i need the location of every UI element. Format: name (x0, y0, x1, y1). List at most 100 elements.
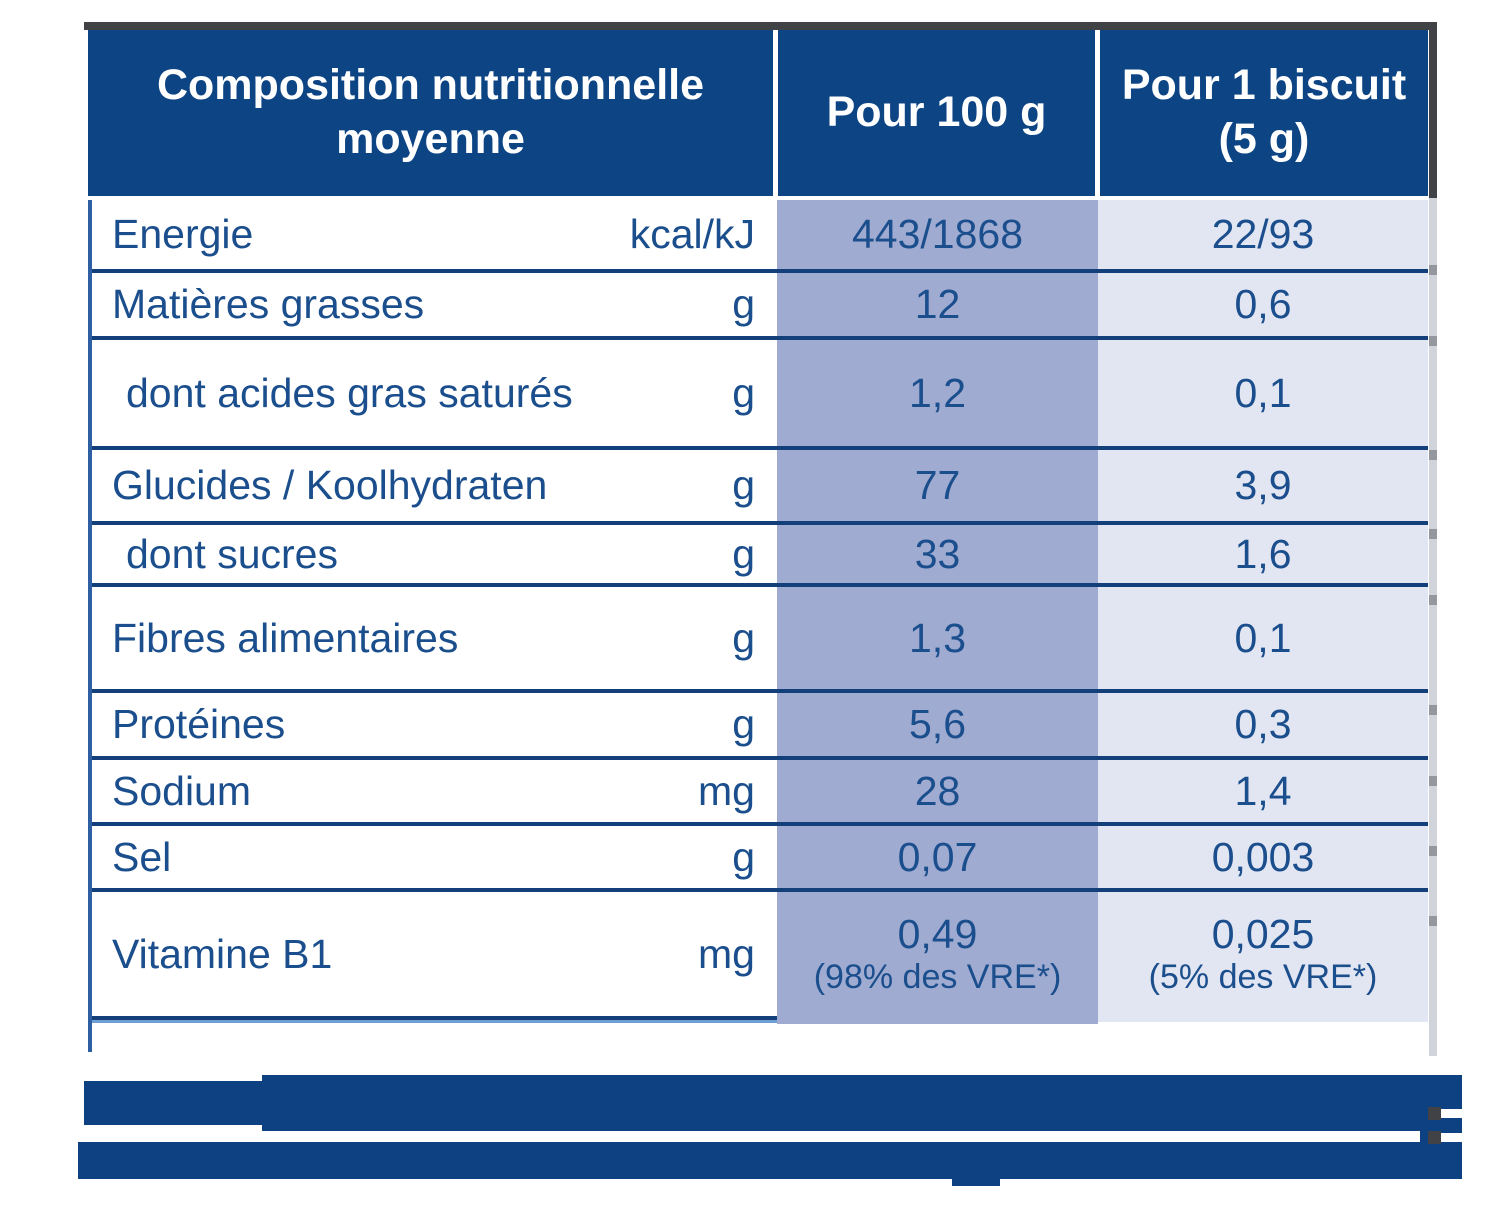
nutrient-unit: g (732, 614, 755, 661)
row-label-cell: Vitamine B1 mg (88, 892, 777, 1016)
table-row-matieres-grasses: Matières grasses g 12 0,6 (88, 269, 1428, 336)
vitamin-b1-per-100g-note: (98% des VRE*) (813, 958, 1062, 997)
value-with-note: 0,49 (98% des VRE*) (814, 911, 1062, 997)
nutrient-unit: g (732, 701, 755, 747)
value-per-biscuit: 0,003 (1098, 826, 1428, 888)
value-per-100g: 443/1868 (777, 200, 1098, 269)
nutrient-unit: g (732, 281, 755, 327)
nutrient-label: Matières grasses (112, 281, 425, 327)
redaction-artifact-dark (1428, 1107, 1441, 1120)
row-label-cell: Matières grasses g (88, 273, 777, 336)
top-shadow-bar (84, 22, 1437, 30)
right-shadow-tick (1429, 916, 1437, 926)
value-per-100g: 12 (777, 273, 1098, 336)
right-shadow-tick (1429, 265, 1437, 275)
nutrition-table: Composition nutritionnelle moyenne Pour … (88, 30, 1428, 1052)
row-label-cell: Glucides / Koolhydraten g (88, 450, 777, 521)
right-shadow-tick (1429, 336, 1437, 346)
value-per-biscuit: 1,6 (1098, 525, 1428, 583)
right-shadow-tick (1429, 595, 1437, 605)
redacted-footnote-line1-start (84, 1081, 262, 1125)
table-row-sel: Sel g 0,07 0,003 (88, 822, 1428, 888)
header-per-biscuit-line2: (5 g) (1218, 115, 1310, 163)
header-per-100g-label: Pour 100 g (826, 88, 1047, 137)
row-label-cell: dont acides gras saturés g (88, 340, 777, 446)
bottom-border-col3 (1098, 1016, 1428, 1022)
table-body: Energie kcal/kJ 443/1868 22/93 Matières … (88, 200, 1428, 1052)
table-row-glucides: Glucides / Koolhydraten g 77 3,9 (88, 446, 1428, 521)
value-per-biscuit: 3,9 (1098, 450, 1428, 521)
row-label-cell: Sodium mg (88, 760, 777, 822)
value-with-note: 0,025 (5% des VRE*) (1149, 911, 1378, 997)
table-row-proteines: Protéines g 5,6 0,3 (88, 689, 1428, 756)
row-label-cell: Protéines g (88, 693, 777, 756)
bottom-border-col2 (777, 1016, 1098, 1024)
redacted-footnote-line2-nub (952, 1179, 1000, 1186)
table-row-energie: Energie kcal/kJ 443/1868 22/93 (88, 200, 1428, 269)
right-shadow-tick (1429, 529, 1437, 539)
right-shadow-dark (1429, 22, 1437, 198)
value-per-100g: 1,2 (777, 340, 1098, 446)
table-row-sucres: dont sucres g 33 1,6 (88, 521, 1428, 583)
right-shadow-tick (1429, 776, 1437, 786)
row-label-cell: dont sucres g (88, 525, 777, 583)
nutrient-label: Energie (112, 211, 254, 257)
value-per-biscuit: 0,3 (1098, 693, 1428, 756)
vitamin-b1-per-biscuit-note: (5% des VRE*) (1148, 958, 1378, 997)
nutrient-label: Glucides / Koolhydraten (112, 462, 548, 508)
value-per-biscuit: 22/93 (1098, 200, 1428, 269)
value-per-100g: 1,3 (777, 587, 1098, 689)
value-per-biscuit: 0,6 (1098, 273, 1428, 336)
right-shadow-tick (1429, 705, 1437, 715)
nutrient-label: Vitamine B1 (112, 930, 333, 977)
redacted-footnote-line1 (262, 1075, 1428, 1131)
redaction-artifact-white-line (1441, 1109, 1500, 1118)
nutrient-unit: mg (698, 930, 755, 977)
redaction-artifact-white-line (1441, 1133, 1500, 1142)
nutrient-label: Sel (112, 833, 172, 880)
nutrient-unit: g (732, 369, 755, 416)
value-per-100g: 33 (777, 525, 1098, 583)
value-per-100g: 77 (777, 450, 1098, 521)
header-per-biscuit-line1: Pour 1 biscuit (1121, 61, 1407, 110)
nutrient-unit: g (732, 462, 755, 508)
right-shadow-tick (1429, 846, 1437, 856)
vitamin-b1-per-100g-value: 0,49 (897, 910, 978, 957)
table-row-acides-gras-satures: dont acides gras saturés g 1,2 0,1 (88, 336, 1428, 446)
value-per-biscuit: 0,1 (1098, 587, 1428, 689)
value-per-100g: 28 (777, 760, 1098, 822)
nutrient-label: Sodium (112, 767, 252, 814)
nutrient-label: Protéines (112, 701, 286, 747)
right-shadow-light (1429, 198, 1437, 1056)
header-composition-label: Composition nutritionnelle moyenne (156, 61, 704, 163)
nutrient-unit: g (732, 833, 755, 880)
nutrient-label: Fibres alimentaires (112, 614, 459, 661)
nutrient-label: dont sucres (126, 530, 338, 577)
row-label-cell: Sel g (88, 826, 777, 888)
header-composition: Composition nutritionnelle moyenne (88, 30, 773, 196)
value-per-100g: 0,07 (777, 826, 1098, 888)
table-row-fibres: Fibres alimentaires g 1,3 0,1 (88, 583, 1428, 689)
nutrient-unit: kcal/kJ (629, 211, 755, 257)
value-per-100g: 0,49 (98% des VRE*) (777, 892, 1098, 1016)
row-label-cell: Energie kcal/kJ (88, 200, 777, 269)
nutrient-unit: mg (698, 767, 755, 814)
redacted-footnote-line2 (78, 1142, 1462, 1179)
table-left-border (88, 200, 92, 1052)
table-row-sodium: Sodium mg 28 1,4 (88, 756, 1428, 822)
footnote-line-gap (84, 1131, 1214, 1142)
table-row-vitamine-b1: Vitamine B1 mg 0,49 (98% des VRE*) 0,025… (88, 888, 1428, 1016)
bottom-border-left (88, 1016, 777, 1023)
nutrient-unit: g (732, 530, 755, 577)
value-per-biscuit: 1,4 (1098, 760, 1428, 822)
right-shadow-tick (1429, 450, 1437, 460)
table-bottom-border (88, 1016, 1428, 1024)
value-per-biscuit: 0,025 (5% des VRE*) (1098, 892, 1428, 1016)
nutrient-label: dont acides gras saturés (126, 369, 573, 416)
row-label-cell: Fibres alimentaires g (88, 587, 777, 689)
redaction-artifact-dark (1428, 1131, 1441, 1144)
header-per-biscuit: Pour 1 biscuit (5 g) (1100, 30, 1428, 196)
header-per-100g: Pour 100 g (778, 30, 1095, 196)
vitamin-b1-per-biscuit-value: 0,025 (1211, 910, 1315, 957)
